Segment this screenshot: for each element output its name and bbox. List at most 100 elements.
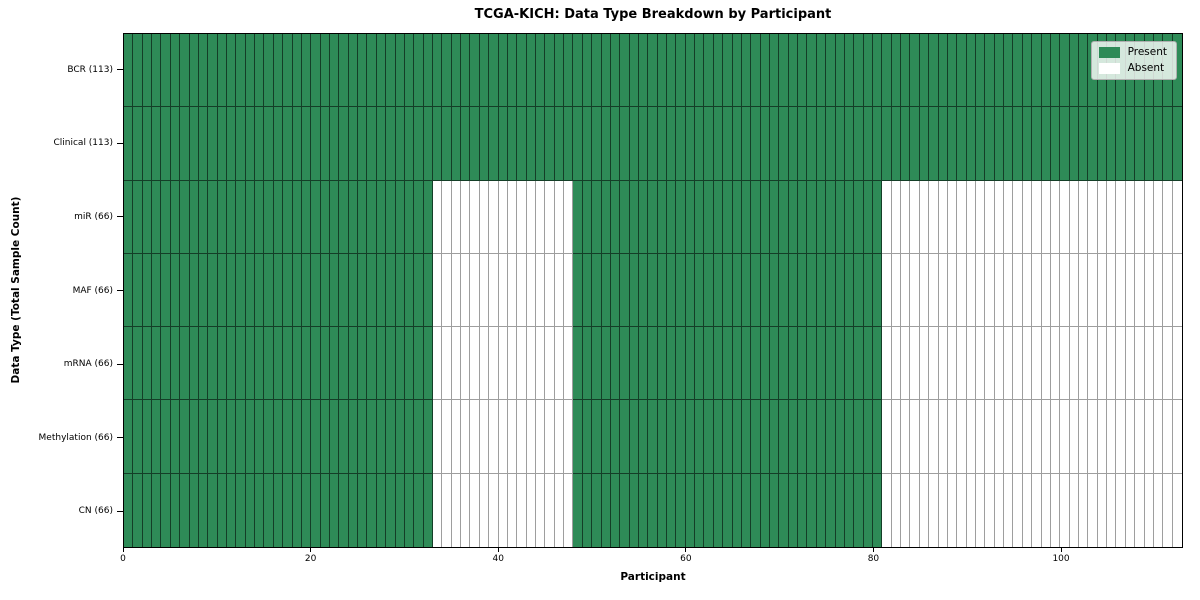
x-tick-mark [310,548,312,552]
absent-cell [966,253,977,328]
present-cell [545,34,555,108]
present-cell [358,327,368,401]
absent-cell [910,473,920,547]
present-cell [685,400,696,474]
present-cell [423,473,433,547]
present-cell [339,34,349,108]
present-cell [695,400,705,474]
legend-swatch-present [1098,47,1120,58]
present-cell [657,34,668,108]
present-cell [620,34,630,108]
present-cell [133,327,143,401]
absent-cell [517,327,527,401]
present-cell [629,180,639,254]
absent-cell [1050,253,1061,328]
absent-cell [479,253,490,328]
absent-cell [919,180,930,254]
present-cell [451,34,462,108]
absent-cell [1050,180,1061,254]
absent-cell [545,473,555,547]
present-cell [161,253,171,328]
absent-cell [882,253,892,328]
absent-cell [929,400,939,474]
y-tick-label: miR (66) [74,211,113,222]
absent-cell [1107,180,1117,254]
absent-cell [901,473,911,547]
absent-cell [976,400,986,474]
absent-cell [1135,180,1145,254]
present-cell [798,107,808,181]
present-cell [704,400,714,474]
present-cell [133,180,143,254]
present-cell [835,327,845,401]
present-cell [414,473,424,547]
present-cell [798,180,808,254]
present-cell [704,34,714,108]
present-cell [255,327,265,401]
absent-cell [470,473,480,547]
present-cell [976,34,986,108]
present-cell [432,107,443,181]
present-cell [161,107,171,181]
present-cell [676,253,686,328]
present-cell [835,180,845,254]
present-cell [236,107,246,181]
absent-cell [957,400,967,474]
absent-cell [489,327,499,401]
present-cell [1153,107,1164,181]
absent-cell [535,473,546,547]
present-cell [124,107,134,181]
present-cell [1069,34,1079,108]
present-cell [301,327,312,401]
present-cell [301,34,312,108]
present-cell [873,107,883,181]
present-cell [629,473,639,547]
y-tick-mark [117,363,123,365]
present-cell [404,107,415,181]
absent-cell [432,180,443,254]
heatmap-plot-area: Present Absent [123,33,1183,548]
present-cell [226,400,237,474]
present-cell [367,327,377,401]
present-cell [358,253,368,328]
absent-cell [1153,400,1164,474]
present-cell [198,180,209,254]
present-cell [826,107,836,181]
present-cell [283,327,293,401]
present-cell [695,107,705,181]
present-cell [142,253,153,328]
present-cell [311,253,321,328]
absent-cell [882,473,892,547]
absent-cell [498,180,508,254]
absent-cell [1022,327,1033,401]
present-cell [638,473,649,547]
present-cell [507,34,518,108]
absent-cell [1144,253,1154,328]
present-cell [386,180,396,254]
x-tick-label: 40 [492,554,504,564]
x-tick-mark [1060,548,1062,552]
absent-cell [1004,473,1014,547]
present-cell [292,473,302,547]
present-cell [713,253,724,328]
present-cell [835,473,845,547]
present-cell [620,400,630,474]
heatmap-row [124,400,1182,474]
present-cell [451,107,462,181]
present-cell [564,107,574,181]
present-cell [826,473,836,547]
present-cell [292,400,302,474]
present-cell [170,107,181,181]
present-cell [779,253,789,328]
present-cell [610,34,621,108]
present-cell [741,253,752,328]
present-cell [367,180,377,254]
present-cell [807,34,817,108]
present-cell [779,180,789,254]
present-cell [470,34,480,108]
present-cell [638,34,649,108]
present-cell [339,473,349,547]
x-tick-mark [122,548,124,552]
present-cell [152,327,162,401]
absent-cell [957,180,967,254]
